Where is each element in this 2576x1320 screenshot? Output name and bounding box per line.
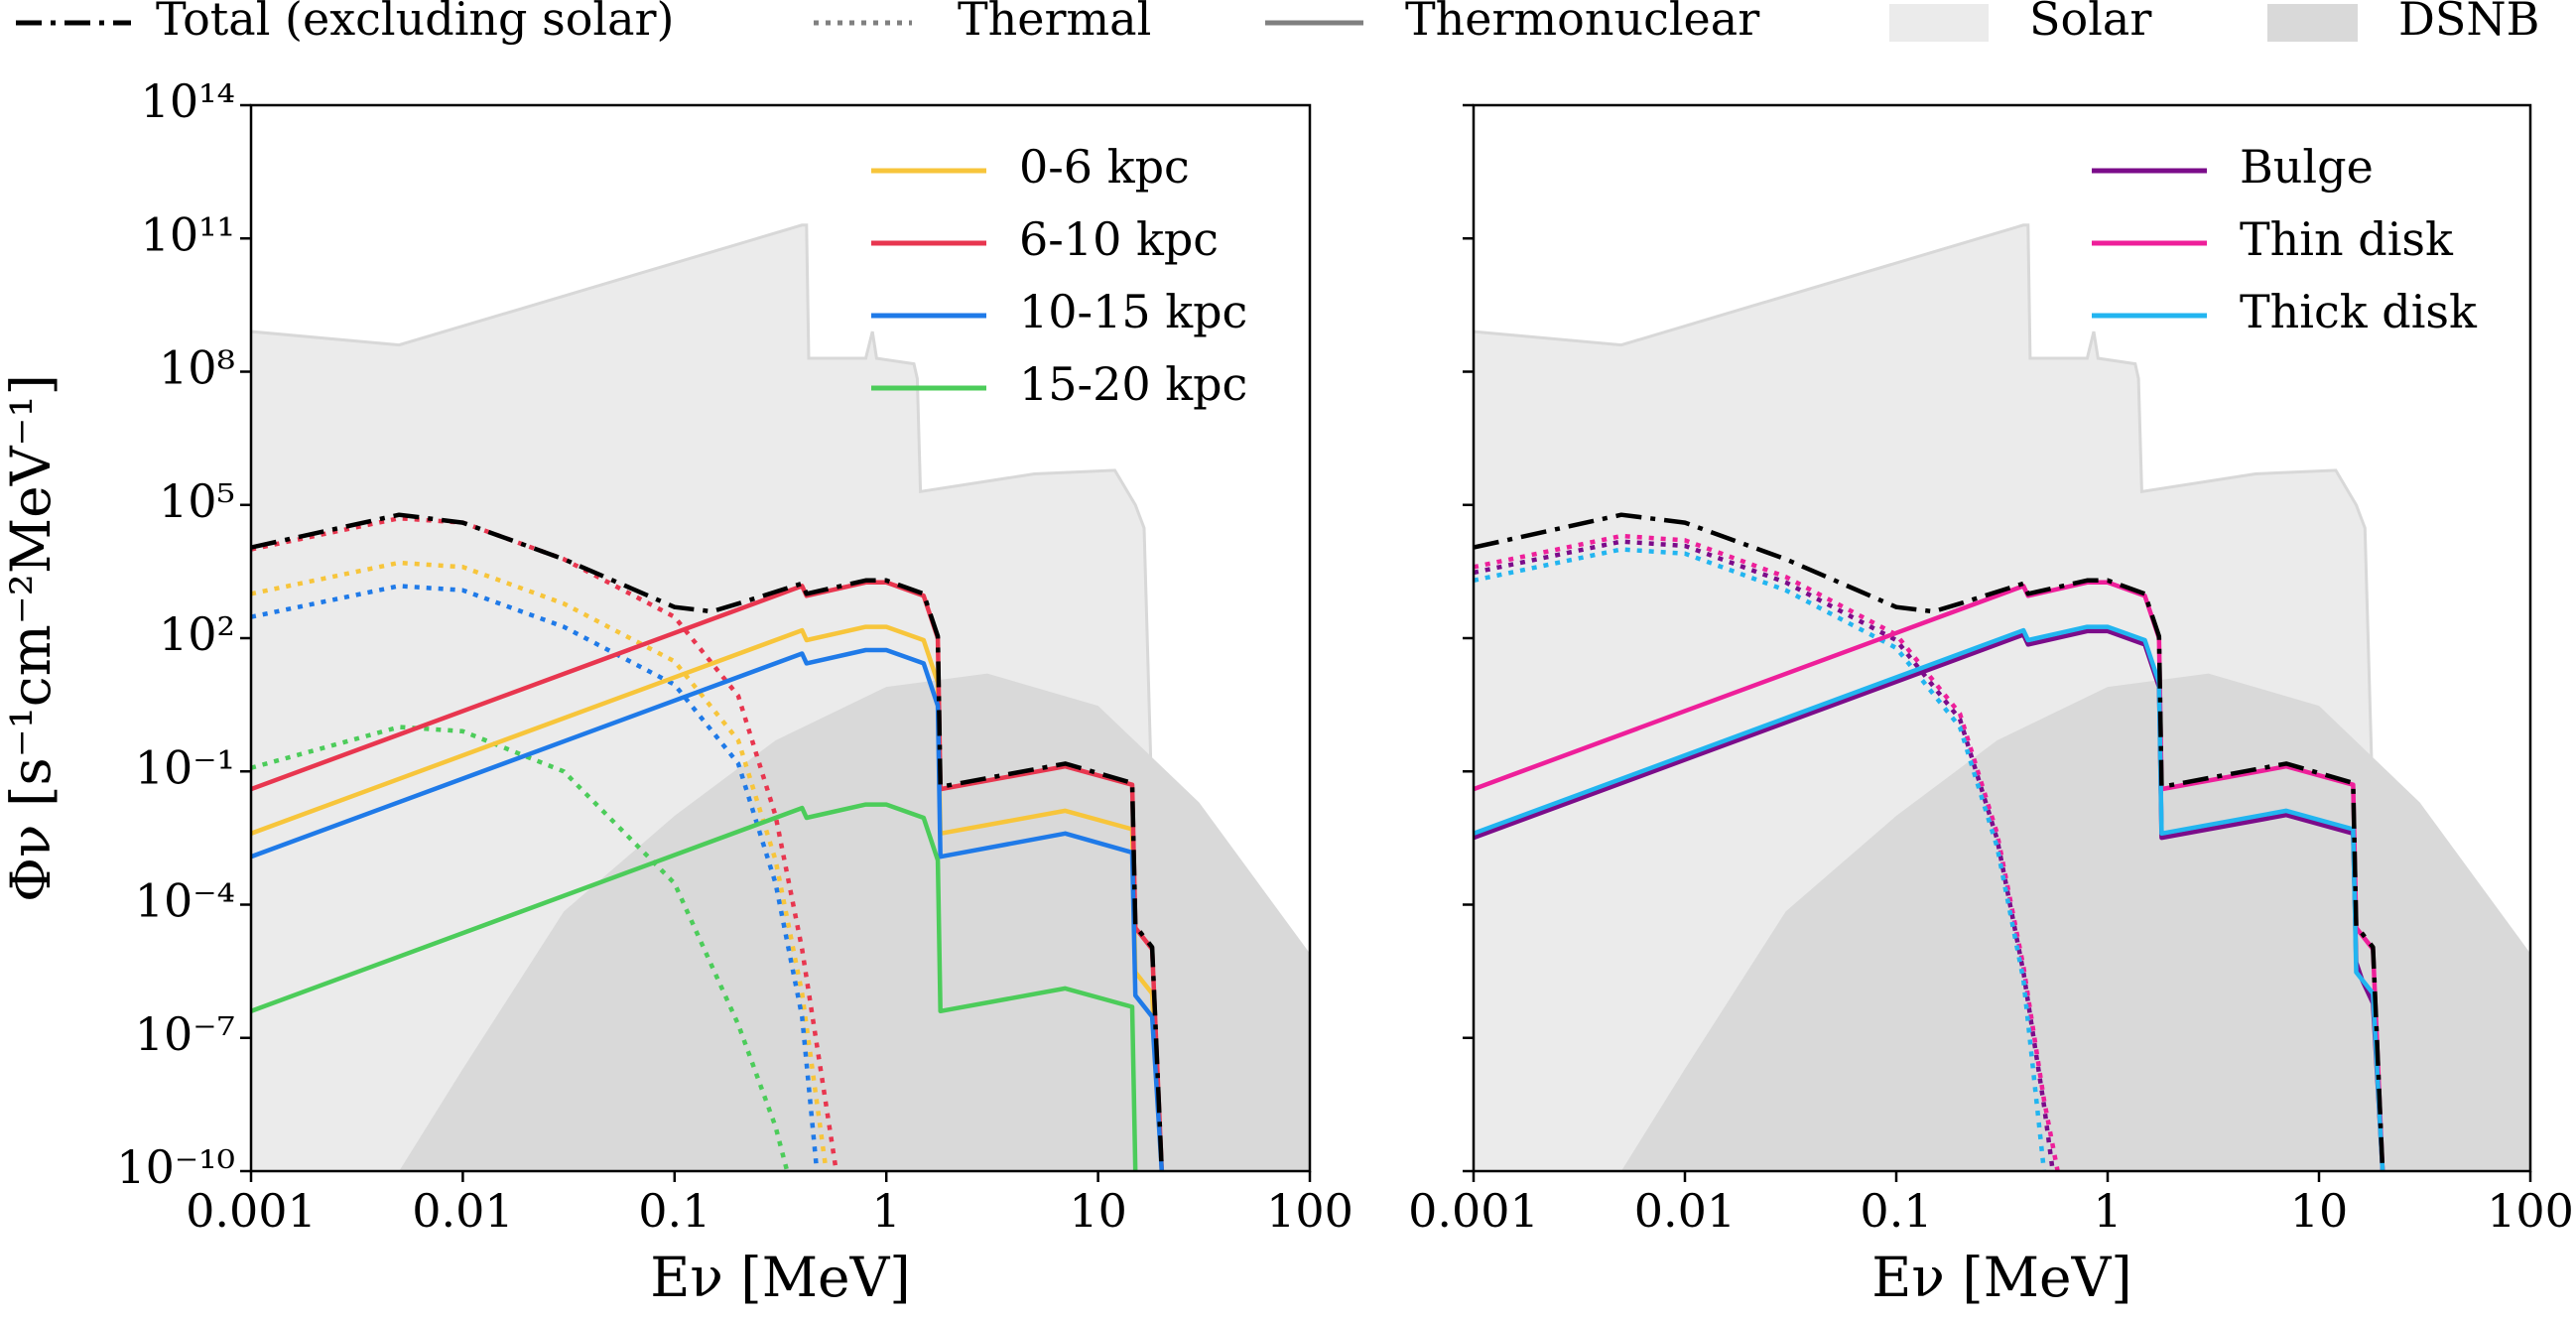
total-line — [251, 512, 1165, 1171]
y-tick-label: 10¹¹ — [141, 207, 235, 261]
plot-area — [1474, 223, 2530, 1171]
legend-label: Thick disk — [2240, 285, 2478, 338]
x-axis-label: Eν [MeV] — [1871, 1246, 2132, 1309]
legend-label: 10-15 kpc — [1019, 285, 1247, 338]
x-tick-label: 0.01 — [1634, 1184, 1736, 1238]
thermal-line — [251, 560, 829, 1171]
y-tick-label: 10⁻⁴ — [135, 874, 235, 928]
thermal-line — [1474, 547, 2047, 1171]
legend-label: Bulge — [2240, 140, 2374, 194]
y-tick-label: 10⁻⁷ — [135, 1007, 235, 1061]
legend-label: 6-10 kpc — [1019, 212, 1219, 266]
x-tick-label: 0.01 — [412, 1184, 513, 1238]
x-tick-label: 10 — [1069, 1184, 1127, 1238]
x-tick-label: 0.1 — [1860, 1184, 1932, 1238]
plot-area — [251, 223, 1310, 1171]
legend-label: Thermal — [958, 0, 1151, 46]
x-tick-label: 0.001 — [1408, 1184, 1539, 1238]
legend-label: Solar — [2029, 0, 2151, 46]
dsnb-area — [1620, 673, 2530, 1171]
y-axis-label: Φν [s⁻¹cm⁻²MeV⁻¹] — [0, 374, 63, 902]
thermonuclear-line — [251, 802, 1138, 1171]
total-line — [1474, 512, 2385, 1171]
legend-label: Thin disk — [2240, 212, 2454, 266]
legend-label: DSNB — [2398, 0, 2539, 46]
x-tick-label: 0.001 — [186, 1184, 317, 1238]
y-tick-label: 10⁸ — [159, 341, 235, 395]
thermonuclear-line — [251, 647, 1165, 1171]
y-tick-label: 10⁵ — [159, 474, 235, 528]
legend-swatch — [2267, 4, 2358, 42]
thermal-line — [1474, 539, 2055, 1171]
x-tick-label: 100 — [2487, 1184, 2574, 1238]
x-tick-label: 10 — [2290, 1184, 2349, 1238]
dsnb-area — [399, 673, 1310, 1171]
legend-swatch — [1889, 4, 1989, 42]
thermal-line — [1474, 533, 2060, 1171]
legend-label: Thermonuclear — [1405, 0, 1759, 46]
thermal-line — [251, 725, 790, 1171]
solar-edge — [251, 223, 1158, 1171]
x-tick-label: 100 — [1266, 1184, 1353, 1238]
x-tick-label: 1 — [2093, 1184, 2122, 1238]
thermal-line — [251, 584, 820, 1171]
x-tick-label: 0.1 — [638, 1184, 710, 1238]
x-tick-label: 1 — [872, 1184, 901, 1238]
x-axis-label: Eν [MeV] — [650, 1246, 911, 1309]
legend-label: Total (excluding solar) — [156, 0, 675, 46]
legend-label: 0-6 kpc — [1019, 140, 1190, 194]
y-tick-label: 10¹⁴ — [141, 74, 235, 128]
y-tick-label: 10⁻¹⁰ — [116, 1140, 235, 1194]
solar-edge — [1474, 223, 2379, 1171]
y-tick-label: 10⁻¹ — [135, 740, 235, 794]
y-tick-label: 10² — [159, 607, 235, 661]
legend-label: 15-20 kpc — [1019, 357, 1247, 411]
